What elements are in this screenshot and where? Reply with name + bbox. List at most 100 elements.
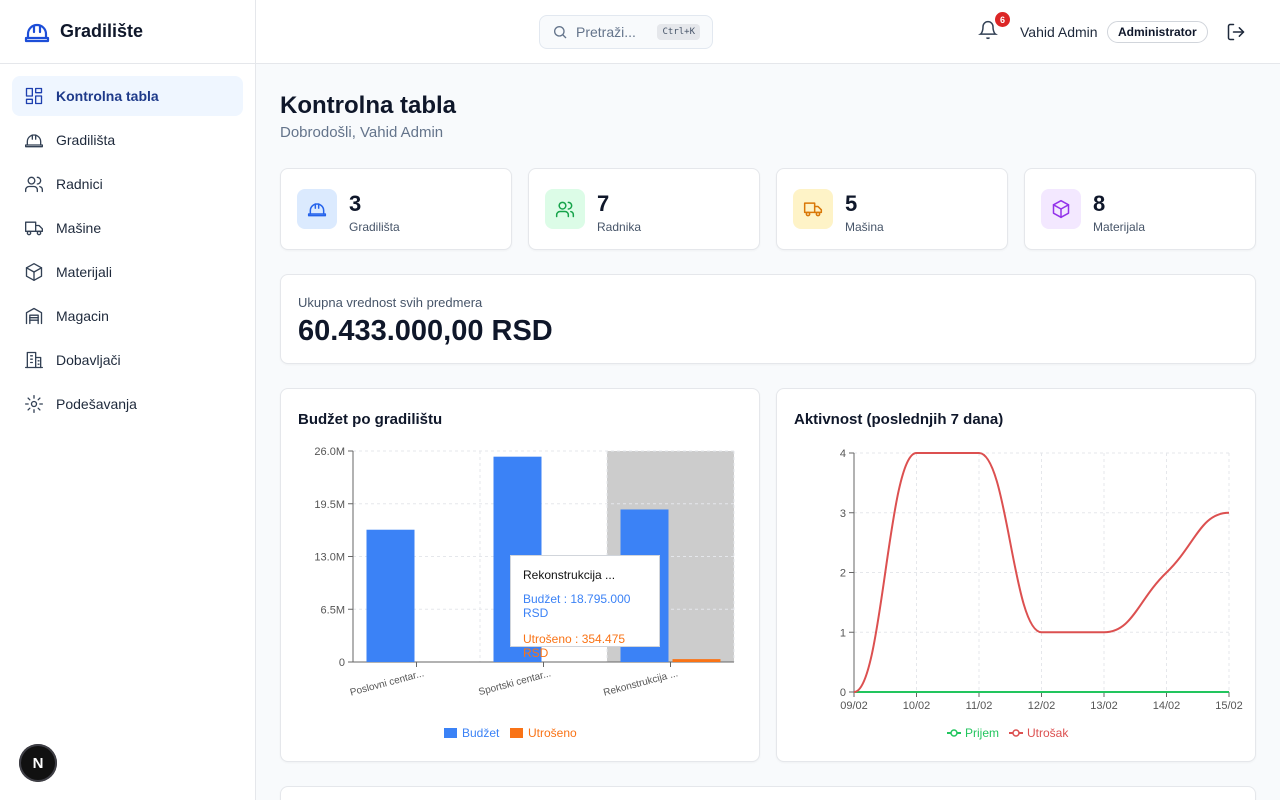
search-box[interactable]: Pretraži... Ctrl+K [539,15,713,49]
line-utrošak [853,452,1230,693]
search-placeholder[interactable]: Pretraži... [576,24,636,40]
stat-value: 7 [597,191,610,216]
building-icon [25,351,43,369]
x-tick-label: 11/02 [966,700,993,712]
dashboard-icon [25,87,43,105]
y-tick-label: 2 [840,568,846,580]
stat-icon-wrap [545,189,585,229]
notifications-button[interactable] [978,20,1002,44]
stat-label: Gradilišta [349,220,400,234]
bell-icon [978,20,998,40]
stat-value: 3 [349,191,362,216]
stat-icon-wrap [297,189,337,229]
legend-marker [1012,729,1020,737]
y-tick-label: 4 [840,448,846,460]
legend-label: Prijem [965,726,999,740]
sidebar-item-label: Kontrolna tabla [56,88,159,104]
x-tick-label: Rekonstrukcija ... [602,668,679,698]
logout-button[interactable] [1226,22,1246,42]
notification-count-badge: 6 [995,12,1010,27]
next-dev-badge[interactable]: N [19,744,57,782]
x-tick-label: Sportski centar... [477,668,552,698]
sidebar-item-dobavljaci[interactable]: Dobavljači [12,340,243,380]
sidebar: Gradilište Kontrolna tabla Gradilišta Ra… [0,0,256,800]
hardhat-icon [307,203,327,217]
legend-label: Utrošeno [528,726,577,740]
sidebar-item-materijali[interactable]: Materijali [12,252,243,292]
chart-title: Aktivnost (poslednjih 7 dana) [794,411,1004,428]
total-value-card: Ukupna vrednost svih predmera 60.433.000… [280,274,1256,364]
sidebar-item-label: Dobavljači [56,352,121,368]
users-icon [25,176,44,193]
sidebar-item-gradilista[interactable]: Gradilišta [12,120,243,160]
y-tick-label: 1 [840,627,846,639]
truck-icon [25,221,43,236]
y-tick-label: 0 [339,657,345,669]
x-tick-label: 10/02 [903,700,931,712]
stat-icon-wrap [1041,189,1081,229]
sidebar-item-kontrolna-tabla[interactable]: Kontrolna tabla [12,76,243,116]
x-tick-label: 15/02 [1215,700,1243,712]
activity-line-chart: 0 1 2 3 4 09/02 10/02 11/02 12/02 13/02 14/02 15/02… [840,448,1243,740]
sidebar-item-label: Magacin [56,308,109,324]
gear-icon [25,395,43,413]
legend-swatch [510,728,523,738]
stat-label: Mašina [845,220,884,234]
sidebar-item-label: Materijali [56,264,113,280]
package-icon [1052,199,1070,219]
legend-label: Budžet [462,726,500,740]
users-icon [555,201,575,218]
stat-card-gradilista[interactable]: 3 Gradilišta [280,168,512,250]
sidebar-item-podesavanja[interactable]: Podešavanja [12,384,243,424]
sidebar-item-magacin[interactable]: Magacin [12,296,243,336]
stat-card-radnika[interactable]: 7 Radnika [528,168,760,250]
sidebar-item-masine[interactable]: Mašine [12,208,243,248]
y-tick-label: 19.5M [314,499,345,511]
search-icon [554,26,567,39]
logout-icon [1227,23,1245,41]
stat-value: 8 [1093,191,1106,216]
stat-value: 5 [845,191,858,216]
stat-icon-wrap [793,189,833,229]
tooltip-budget: Budžet : 18.795.000 RSD [523,592,631,620]
page-subtitle: Dobrodošli, Vahid Admin [280,124,444,141]
legend-label: Utrošak [1027,726,1069,740]
stat-card-materijala[interactable]: 8 Materijala [1024,168,1256,250]
truck-icon [803,202,823,217]
chart-title: Budžet po gradilištu [298,411,443,428]
package-icon [25,263,43,281]
tooltip-spent: Utrošeno : 354.475 RSD [523,632,626,660]
sidebar-item-label: Radnici [56,176,103,192]
total-value: 60.433.000,00 RSD [298,315,553,347]
app-title: Gradilište [60,21,144,41]
y-tick-label: 26.0M [314,446,345,458]
x-tick-label: 13/02 [1090,700,1118,712]
total-label: Ukupna vrednost svih predmera [298,295,483,310]
bar-budžet [366,529,415,662]
budget-chart-card: Budžet po gradilištu 0 6.5M 13.0M 19.5M 26.0… [280,388,760,762]
sidebar-item-label: Mašine [56,220,102,236]
top-header: Pretraži... Ctrl+K 6 Vahid Admin Adminis… [256,0,1280,64]
sidebar-item-radnici[interactable]: Radnici [12,164,243,204]
x-tick-label: 12/02 [1028,700,1056,712]
x-tick-label: 09/02 [840,700,868,712]
tooltip-title: Rekonstrukcija ... [523,568,616,582]
activity-chart-card: Aktivnost (poslednjih 7 dana) 0 1 2 3 4 09/02… [776,388,1256,762]
bottom-card [280,786,1256,800]
x-tick-label: 14/02 [1153,700,1181,712]
search-shortcut: Ctrl+K [657,24,700,40]
stat-card-masina[interactable]: 5 Mašina [776,168,1008,250]
bar-utrošeno [672,659,721,662]
brand[interactable]: Gradilište [0,0,255,64]
hardhat-icon [25,134,43,148]
warehouse-icon [25,307,43,325]
y-tick-label: 0 [840,687,846,699]
sidebar-item-label: Podešavanja [56,396,137,412]
stat-label: Radnika [597,220,642,234]
y-tick-label: 13.0M [314,552,345,564]
chart-tooltip: Rekonstrukcija ... Budžet : 18.795.000 R… [510,555,660,660]
stat-label: Materijala [1093,220,1146,234]
sidebar-item-label: Gradilišta [56,132,116,148]
y-tick-label: 6.5M [321,604,345,616]
role-badge: Administrator [1107,21,1208,43]
